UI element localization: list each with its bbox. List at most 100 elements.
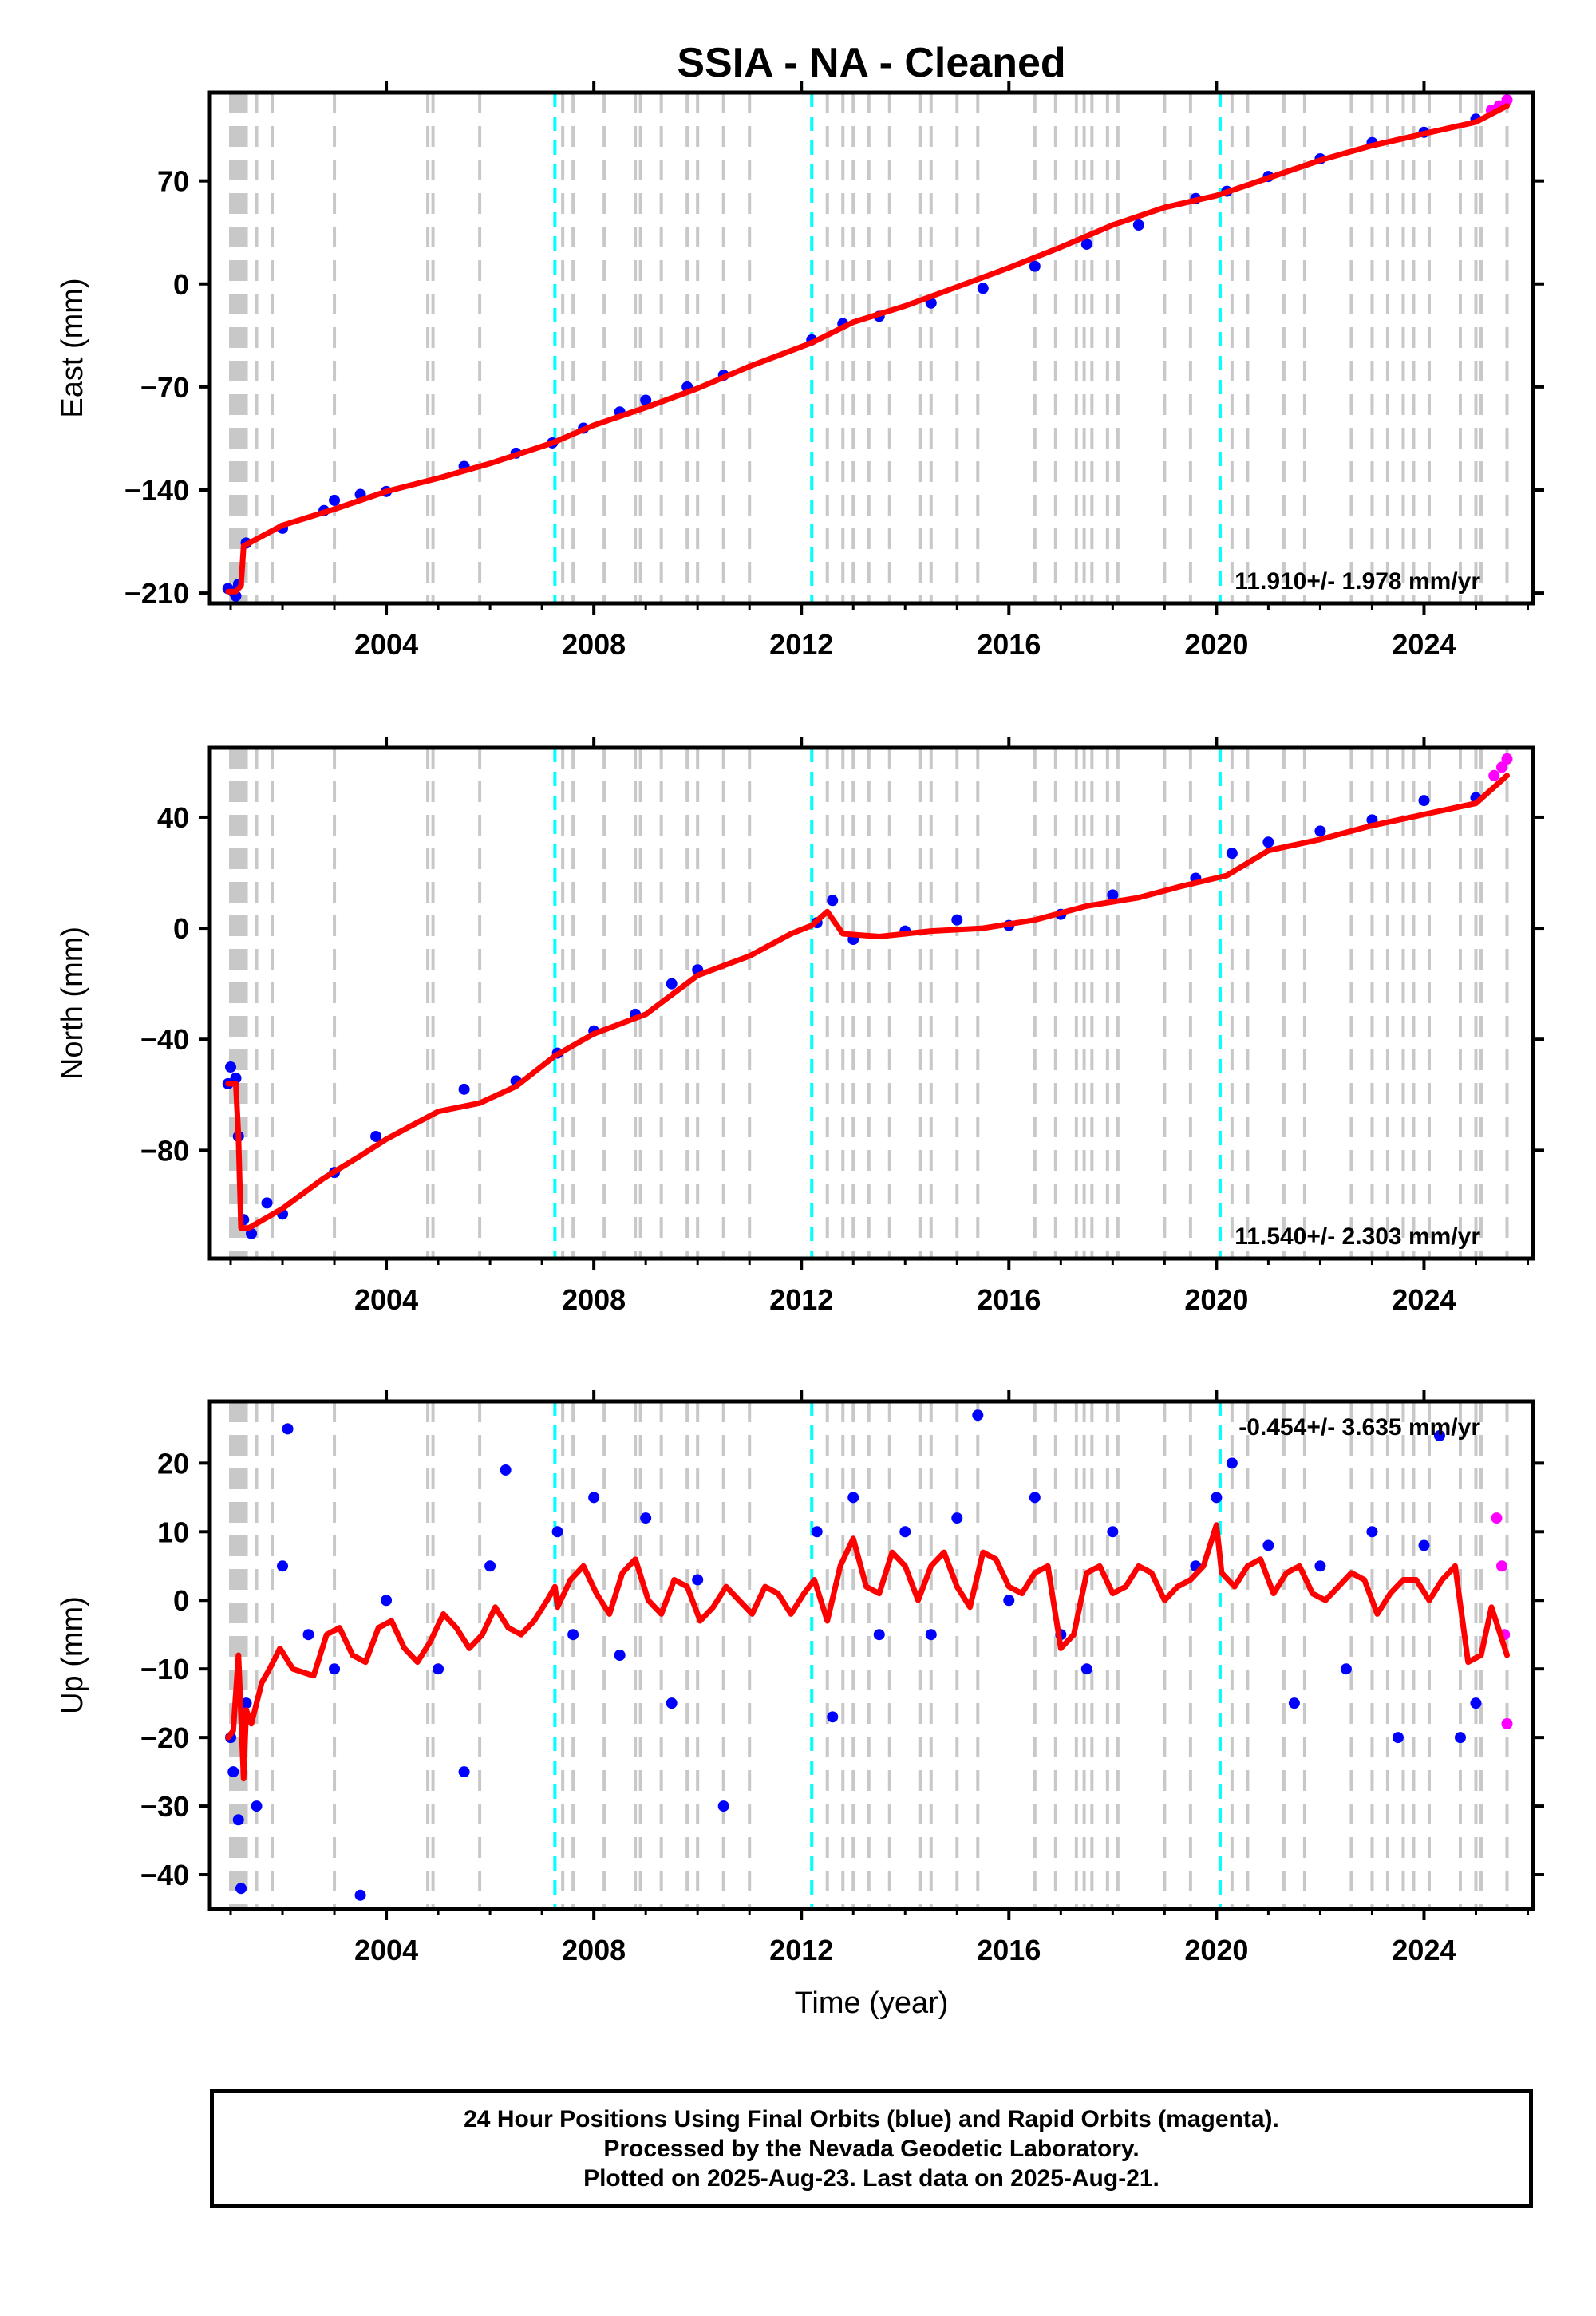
rapid-orbit-point: [1501, 753, 1513, 765]
rapid-orbit-point: [1488, 769, 1500, 781]
x-tick-label: 2004: [354, 1934, 418, 1966]
x-axis-label: Time (year): [795, 1986, 949, 2020]
x-tick-label: 2024: [1392, 628, 1456, 661]
x-tick-label: 2020: [1184, 1934, 1248, 1966]
final-orbit-point: [567, 1629, 579, 1641]
final-orbit-point: [1226, 848, 1238, 860]
final-orbit-point: [640, 394, 652, 406]
final-orbit-point: [1262, 836, 1274, 848]
x-tick-label: 2004: [354, 1283, 418, 1316]
rapid-orbit-point: [1501, 94, 1513, 106]
final-orbit-point: [1314, 1560, 1326, 1572]
final-orbit-point: [827, 1711, 839, 1723]
final-orbit-point: [433, 1663, 444, 1675]
final-orbit-point: [666, 978, 678, 990]
y-tick-label: −80: [140, 1134, 189, 1167]
footer-line-processed: Processed by the Nevada Geodetic Laborat…: [603, 2135, 1140, 2162]
y-tick-label: −40: [140, 1023, 189, 1056]
final-orbit-point: [329, 1663, 341, 1675]
plot-frame: [207, 90, 1535, 606]
final-orbit-point: [282, 1423, 294, 1435]
final-orbit-point: [261, 1197, 273, 1209]
final-orbit-point: [899, 1526, 911, 1538]
final-orbit-point: [370, 1130, 382, 1142]
final-orbit-point: [232, 1814, 244, 1826]
plot-frame: [207, 745, 1535, 1261]
y-tick-label: −210: [124, 577, 189, 610]
x-tick-label: 2012: [769, 1934, 833, 1966]
x-tick-label: 2012: [769, 628, 833, 661]
final-orbit-point: [1029, 1492, 1041, 1504]
final-orbit-point: [1080, 1663, 1092, 1675]
x-tick-label: 2024: [1392, 1283, 1456, 1316]
final-orbit-point: [551, 1526, 563, 1538]
y-tick-label: −20: [140, 1721, 189, 1754]
final-orbit-point: [1132, 219, 1144, 231]
plot-frame: [207, 1399, 1535, 1911]
x-tick-label: 2020: [1184, 628, 1248, 661]
final-orbit-point: [588, 1492, 600, 1504]
model-fit-line: [225, 773, 1510, 1231]
final-orbit-point: [717, 1800, 729, 1812]
final-orbit-point: [640, 1512, 652, 1524]
final-orbit-point: [1003, 1595, 1015, 1607]
final-orbit-point: [1454, 1732, 1466, 1744]
final-orbit-point: [1080, 238, 1092, 250]
chart-title: SSIA - NA - Cleaned: [677, 40, 1065, 86]
final-orbit-point: [1314, 825, 1326, 837]
rapid-orbit-point: [1491, 1512, 1503, 1524]
y-axis-label: Up (mm): [56, 1596, 89, 1714]
x-tick-label: 2008: [562, 628, 626, 661]
x-tick-label: 2016: [977, 628, 1041, 661]
final-orbit-point: [240, 1697, 252, 1709]
y-tick-label: 0: [173, 912, 189, 945]
plot-area: [225, 1401, 1513, 1909]
footer-line-dates: Plotted on 2025-Aug-23. Last data on 202…: [583, 2164, 1159, 2192]
y-tick-label: 10: [157, 1516, 189, 1548]
y-tick-label: 0: [173, 1584, 189, 1617]
north-panel: 40 0 −40 −80 2004 2008 2012 2016 2020 2024 North (…: [56, 737, 1544, 1316]
x-tick-label: 2020: [1184, 1283, 1248, 1316]
plot-area: [222, 748, 1513, 1259]
final-orbit-point: [1107, 1526, 1119, 1538]
final-orbit-point: [354, 1889, 366, 1901]
final-orbit-point: [484, 1560, 496, 1572]
up-panel: 20 10 0 −10 −20 −30 −40 2004 2008 2012 2016 2020 202…: [56, 1390, 1544, 2020]
model-fit-line: [225, 1522, 1510, 1782]
final-orbit-point: [225, 1061, 237, 1073]
y-axis-label: East (mm): [56, 278, 89, 417]
y-tick-label: −30: [140, 1790, 189, 1823]
x-tick-label: 2016: [977, 1283, 1041, 1316]
final-orbit-point: [951, 1512, 963, 1524]
velocity-rate-label: -0.454+/- 3.635 mm/yr: [1238, 1414, 1480, 1441]
final-orbit-point: [1288, 1697, 1300, 1709]
final-orbit-point: [1226, 1457, 1238, 1469]
final-orbit-point: [458, 1083, 470, 1095]
final-orbit-point: [977, 283, 989, 294]
final-orbit-point: [1029, 260, 1041, 272]
y-tick-label: −40: [140, 1859, 189, 1891]
final-orbit-point: [614, 1650, 626, 1661]
y-tick-label: −10: [140, 1653, 189, 1686]
final-orbit-point: [827, 895, 839, 907]
footer-info-box: 24 Hour Positions Using Final Orbits (bl…: [210, 2089, 1533, 2208]
final-orbit-point: [1366, 1526, 1378, 1538]
y-tick-label: −140: [124, 474, 189, 507]
final-orbit-point: [925, 1629, 937, 1641]
final-orbit-point: [847, 1492, 859, 1504]
final-orbit-point: [235, 1883, 247, 1895]
final-orbit-point: [302, 1629, 314, 1641]
footer-line-orbits: 24 Hour Positions Using Final Orbits (bl…: [464, 2105, 1279, 2132]
final-orbit-point: [1340, 1663, 1352, 1675]
final-orbit-point: [1433, 1429, 1445, 1441]
final-orbit-point: [1418, 795, 1430, 807]
x-tick-label: 2024: [1392, 1934, 1456, 1966]
final-orbit-point: [458, 1766, 470, 1778]
x-tick-label: 2004: [354, 628, 418, 661]
final-orbit-point: [1211, 1492, 1223, 1504]
velocity-rate-label: 11.540+/- 2.303 mm/yr: [1235, 1223, 1480, 1250]
final-orbit-point: [251, 1800, 263, 1812]
y-tick-label: 20: [157, 1447, 189, 1480]
final-orbit-point: [951, 914, 963, 926]
final-orbit-point: [1262, 1539, 1274, 1551]
